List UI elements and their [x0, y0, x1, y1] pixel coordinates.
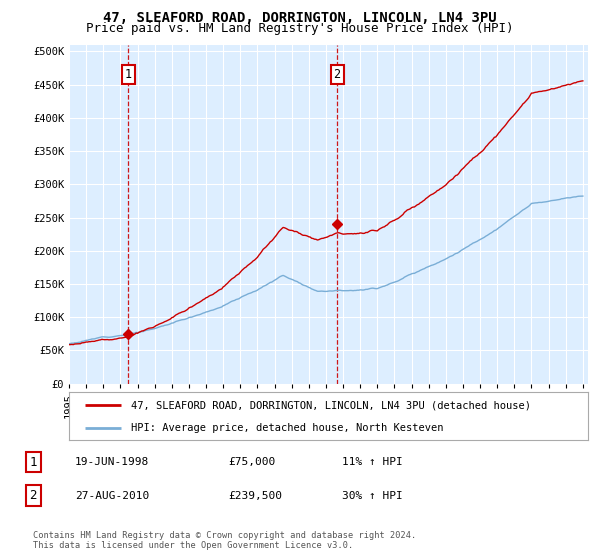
Text: £75,000: £75,000	[228, 457, 275, 467]
Text: 47, SLEAFORD ROAD, DORRINGTON, LINCOLN, LN4 3PU (detached house): 47, SLEAFORD ROAD, DORRINGTON, LINCOLN, …	[131, 400, 531, 410]
Text: 30% ↑ HPI: 30% ↑ HPI	[342, 491, 403, 501]
Text: HPI: Average price, detached house, North Kesteven: HPI: Average price, detached house, Nort…	[131, 423, 444, 433]
Text: 1: 1	[125, 68, 132, 81]
Text: 2: 2	[29, 489, 37, 502]
Text: 1: 1	[29, 455, 37, 469]
Text: 11% ↑ HPI: 11% ↑ HPI	[342, 457, 403, 467]
Text: 27-AUG-2010: 27-AUG-2010	[75, 491, 149, 501]
Text: 2: 2	[334, 68, 341, 81]
Text: Contains HM Land Registry data © Crown copyright and database right 2024.
This d: Contains HM Land Registry data © Crown c…	[33, 531, 416, 550]
Text: 47, SLEAFORD ROAD, DORRINGTON, LINCOLN, LN4 3PU: 47, SLEAFORD ROAD, DORRINGTON, LINCOLN, …	[103, 11, 497, 25]
Text: Price paid vs. HM Land Registry's House Price Index (HPI): Price paid vs. HM Land Registry's House …	[86, 22, 514, 35]
Text: 19-JUN-1998: 19-JUN-1998	[75, 457, 149, 467]
Text: £239,500: £239,500	[228, 491, 282, 501]
